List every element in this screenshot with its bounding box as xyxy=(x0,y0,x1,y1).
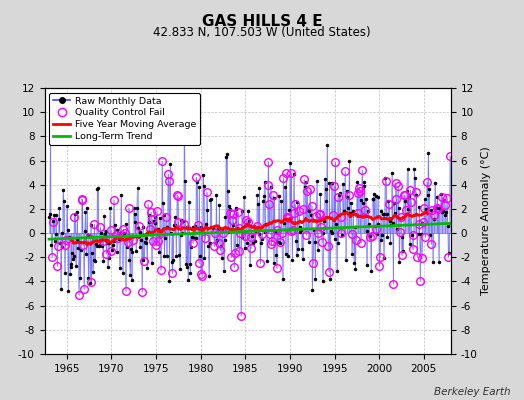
Text: Berkeley Earth: Berkeley Earth xyxy=(434,387,511,397)
Text: GAS HILLS 4 E: GAS HILLS 4 E xyxy=(202,14,322,29)
Legend: Raw Monthly Data, Quality Control Fail, Five Year Moving Average, Long-Term Tren: Raw Monthly Data, Quality Control Fail, … xyxy=(49,93,200,145)
Text: 42.833 N, 107.503 W (United States): 42.833 N, 107.503 W (United States) xyxy=(153,26,371,39)
Y-axis label: Temperature Anomaly (°C): Temperature Anomaly (°C) xyxy=(482,147,492,295)
